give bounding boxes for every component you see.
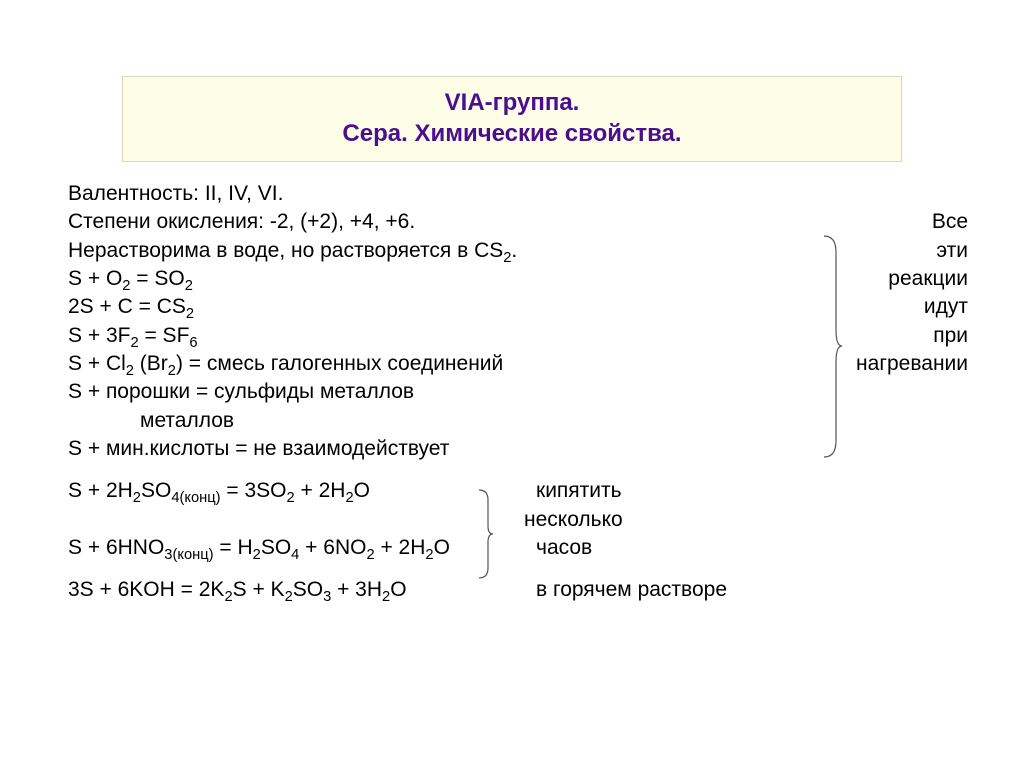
line-2-left: Степени окисления: -2, (+2), +4, +6. (68, 208, 924, 236)
l14s4: 2 (382, 590, 390, 606)
l11b: SO (141, 479, 171, 502)
brace-icon-2 (476, 488, 494, 580)
line-7-right: нагревании (848, 350, 968, 378)
l13s2: 2 (253, 547, 261, 563)
l14c: SO (293, 578, 323, 601)
l6b: = SF (139, 324, 190, 347)
l4b: = SO (130, 267, 184, 290)
line-12-right: несколько (516, 506, 968, 534)
line-4-right: реакции (880, 265, 968, 293)
l4s2: 2 (185, 278, 193, 294)
l13d: + 6NO (299, 536, 366, 559)
l11e: O (354, 479, 370, 502)
l13s5: 2 (425, 547, 433, 563)
l13a: S + 6HNO (68, 536, 164, 559)
line-2-right: Все (924, 208, 968, 236)
line-3-right: эти (928, 237, 968, 265)
line-5-left: 2S + C = CS2 (68, 293, 916, 321)
l11c: = 3SO (221, 479, 287, 502)
l14b: S + K (233, 578, 285, 601)
line-14-right: в горячем растворе (528, 576, 968, 604)
brace-icon-1 (820, 234, 842, 459)
l5a: 2S + C = CS (68, 295, 186, 318)
l13b: = H (214, 536, 253, 559)
l5s: 2 (186, 307, 194, 323)
l13f: O (434, 536, 450, 559)
l7s1: 2 (126, 363, 134, 379)
l3a: Нерастворима в воде, но растворяется в C… (68, 239, 503, 262)
l7b: (Br (134, 352, 168, 375)
l11s3: 2 (287, 491, 295, 507)
l4a: S + O (68, 267, 122, 290)
l13s4: 2 (366, 547, 374, 563)
gap-2 (68, 562, 968, 576)
line-11-right: кипятить (528, 477, 968, 505)
title-box: VIА-группа. Сера. Химические свойства. (122, 76, 902, 162)
line-7-left: S + Cl2 (Br2) = смесь галогенных соедине… (68, 350, 848, 378)
line-6-left: S + 3F2 = SF6 (68, 322, 925, 350)
line-12: несколько (68, 506, 968, 534)
l3b: . (511, 239, 517, 262)
l11s4: 2 (345, 491, 353, 507)
line-11-left: S + 2H2SO4(конц) = 3SO2 + 2H2O (68, 477, 528, 505)
line-13-left: S + 6HNO3(конц) = H2SO4 + 6NO2 + 2H2O (68, 534, 528, 562)
gap-1 (68, 463, 968, 477)
l6s1: 2 (130, 335, 138, 351)
title-line-2: Сера. Химические свойства. (143, 118, 881, 149)
line-11: S + 2H2SO4(конц) = 3SO2 + 2H2O кипятить (68, 477, 968, 505)
line-6-right: при (925, 322, 968, 350)
l14a: 3S + 6KOH = 2K (68, 578, 224, 601)
line-4-left: S + O2 = SO2 (68, 265, 880, 293)
l7a: S + Cl (68, 352, 126, 375)
l14e: O (390, 578, 406, 601)
l14s1: 2 (224, 590, 232, 606)
l6s2: 6 (189, 335, 197, 351)
l11s2: 4(конц) (171, 491, 220, 507)
line-1: Валентность: II, IV, VI. (68, 180, 968, 208)
l11d: + 2H (295, 479, 346, 502)
l13s1: 3(конц) (164, 547, 213, 563)
line-2: Степени окисления: -2, (+2), +4, +6. Все (68, 208, 968, 236)
l14s2: 2 (285, 590, 293, 606)
l13c: SO (261, 536, 291, 559)
l11a: S + 2H (68, 479, 133, 502)
line-5-right: идут (916, 293, 968, 321)
line-13-right: часов (528, 534, 968, 562)
l7c: ) = смесь галогенных соединений (176, 352, 503, 375)
l14d: + 3H (331, 578, 382, 601)
slide: VIА-группа. Сера. Химические свойства. В… (0, 0, 1024, 768)
line-1-text: Валентность: II, IV, VI. (68, 180, 968, 208)
line-14: 3S + 6KOH = 2K2S + K2SO3 + 3H2O в горяче… (68, 576, 968, 604)
line-3-left: Нерастворима в воде, но растворяется в C… (68, 237, 928, 265)
title-line-1: VIА-группа. (143, 87, 881, 118)
l11s1: 2 (133, 491, 141, 507)
l13e: + 2H (375, 536, 426, 559)
l7s2: 2 (168, 363, 176, 379)
line-13: S + 6HNO3(конц) = H2SO4 + 6NO2 + 2H2O ча… (68, 534, 968, 562)
line-14-left: 3S + 6KOH = 2K2S + K2SO3 + 3H2O (68, 576, 528, 604)
l6a: S + 3F (68, 324, 130, 347)
